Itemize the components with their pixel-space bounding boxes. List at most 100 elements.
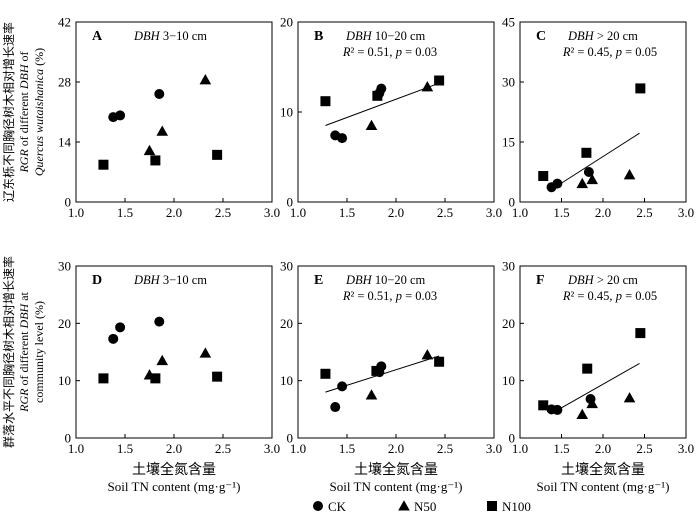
- y-tick-label: 30: [280, 259, 293, 274]
- y-tick-label: 0: [287, 431, 294, 446]
- x-tick-label: 2.5: [437, 205, 453, 220]
- x-tick-label: 2.5: [215, 441, 231, 456]
- y-tick-label: 20: [280, 316, 293, 331]
- x-tick-label: 2.5: [215, 205, 231, 220]
- x-tick-label: 2.5: [437, 441, 453, 456]
- panel-title: DBH > 20 cm: [567, 273, 638, 287]
- x-tick-label: 3.0: [486, 205, 502, 220]
- y-tick-label: 10: [502, 373, 515, 388]
- x-tick-label: 2.0: [595, 441, 611, 456]
- x-tick-label: 2.0: [166, 441, 182, 456]
- panel-f: 1.0 1.5 2.0 2.5 3.0 0 10 20 30 F DBH > 20 cm R² = 0…: [502, 259, 694, 495]
- y-axis-label-line: RGR of different DBH at: [17, 291, 31, 412]
- y-tick-label: 15: [502, 135, 515, 150]
- x-tick-label: 1.5: [339, 441, 355, 456]
- y-tick-label: 0: [287, 195, 294, 210]
- panel-letter: D: [92, 273, 102, 288]
- x-axis-label-cn: 土壤全氮含量: [354, 461, 438, 478]
- data-point-circle: [552, 404, 563, 415]
- panel-d: 1.0 1.5 2.0 2.5 3.0 0 10 20 30 D DBH 3−10 cm 土壤全氮含量…: [58, 259, 280, 495]
- data-point-circle: [154, 316, 165, 327]
- data-point-circle: [330, 402, 341, 413]
- y-tick-label: 0: [65, 195, 72, 210]
- regression-line: [550, 363, 640, 415]
- data-point-triangle: [156, 125, 169, 136]
- data-point-square: [212, 371, 223, 382]
- data-point-triangle: [576, 408, 589, 420]
- x-axis-label-cn: 土壤全氮含量: [132, 461, 216, 478]
- panel-letter: E: [314, 273, 323, 288]
- data-point-square: [538, 171, 549, 181]
- y-tick-label: 20: [502, 316, 515, 331]
- panel-letter: A: [92, 29, 103, 44]
- data-point-circle: [108, 333, 119, 344]
- plot-frame: [75, 21, 273, 203]
- legend-marker-square: [487, 501, 497, 511]
- panel-stats: R² = 0.45, p = 0.05: [562, 289, 657, 303]
- panel-title: DBH 10−20 cm: [345, 29, 426, 43]
- data-point-triangle: [199, 74, 212, 85]
- data-point-triangle: [586, 173, 599, 185]
- data-point-triangle: [156, 354, 169, 366]
- data-point-square: [372, 90, 383, 101]
- y-tick-label: 10: [280, 373, 293, 388]
- y-tick-label: 14: [58, 135, 72, 150]
- x-tick-label: 3.0: [678, 205, 694, 220]
- x-tick-label: 1.5: [339, 205, 355, 220]
- x-tick-label: 1.0: [68, 441, 84, 456]
- x-tick-label: 1.5: [117, 441, 133, 456]
- y-tick-label: 0: [509, 431, 516, 446]
- x-tick-label: 1.0: [512, 205, 528, 220]
- panel-letter: B: [314, 29, 323, 44]
- x-tick-label: 3.0: [264, 441, 280, 456]
- y-tick-label: 20: [280, 15, 293, 30]
- data-point-triangle: [576, 177, 589, 189]
- data-point-square: [320, 96, 331, 107]
- x-tick-label: 1.5: [553, 205, 569, 220]
- x-axis-label-en: Soil TN content (mg·g⁻¹): [108, 479, 241, 494]
- legend-label: N50: [414, 499, 436, 514]
- data-point-triangle: [586, 397, 599, 409]
- data-point-square: [538, 400, 549, 411]
- y-axis-label-line: 群落水平不同胸径树木相对增长速率: [1, 256, 16, 448]
- data-point-square: [150, 155, 161, 166]
- x-axis-label-en: Soil TN content (mg·g⁻¹): [537, 479, 670, 494]
- panel-stats: R² = 0.51, p = 0.03: [342, 45, 437, 59]
- y-tick-label: 10: [58, 373, 71, 388]
- data-point-triangle: [143, 144, 156, 156]
- panel-stats: R² = 0.51, p = 0.03: [342, 289, 437, 303]
- legend-marker-circle: [313, 501, 323, 511]
- legend-label: CK: [328, 499, 347, 514]
- data-point-triangle: [199, 347, 212, 358]
- data-point-triangle: [365, 389, 378, 400]
- x-tick-label: 1.5: [117, 205, 133, 220]
- data-point-triangle: [623, 392, 636, 403]
- data-point-square: [150, 373, 161, 384]
- y-axis-label-line: RGR of different DBH of: [17, 51, 31, 173]
- regression-line: [325, 82, 440, 126]
- y-tick-label: 20: [58, 316, 71, 331]
- x-axis-label-cn: 土壤全氮含量: [561, 461, 645, 478]
- data-point-square: [581, 147, 592, 158]
- panel-title: DBH 3−10 cm: [133, 29, 207, 43]
- data-point-square: [98, 159, 109, 170]
- y-axis-label-line: Quercus wutaishanica (%): [32, 48, 46, 176]
- x-tick-label: 3.0: [678, 441, 694, 456]
- data-point-circle: [115, 110, 126, 121]
- y-tick-label: 0: [65, 431, 72, 446]
- data-point-square: [582, 363, 593, 374]
- data-point-square: [320, 368, 331, 379]
- x-tick-label: 1.0: [290, 205, 306, 220]
- y-tick-label: 10: [280, 105, 293, 120]
- data-point-circle: [337, 133, 348, 144]
- x-axis-label-en: Soil TN content (mg·g⁻¹): [330, 479, 463, 494]
- plot-frame: [75, 265, 273, 439]
- legend-marker-triangle: [398, 500, 410, 511]
- panel-letter: C: [536, 29, 546, 44]
- legend: CK N50 N100: [313, 499, 531, 514]
- data-point-square: [212, 149, 223, 160]
- data-point-square: [434, 356, 445, 367]
- panel-title: DBH 10−20 cm: [345, 273, 426, 287]
- data-point-circle: [154, 89, 165, 99]
